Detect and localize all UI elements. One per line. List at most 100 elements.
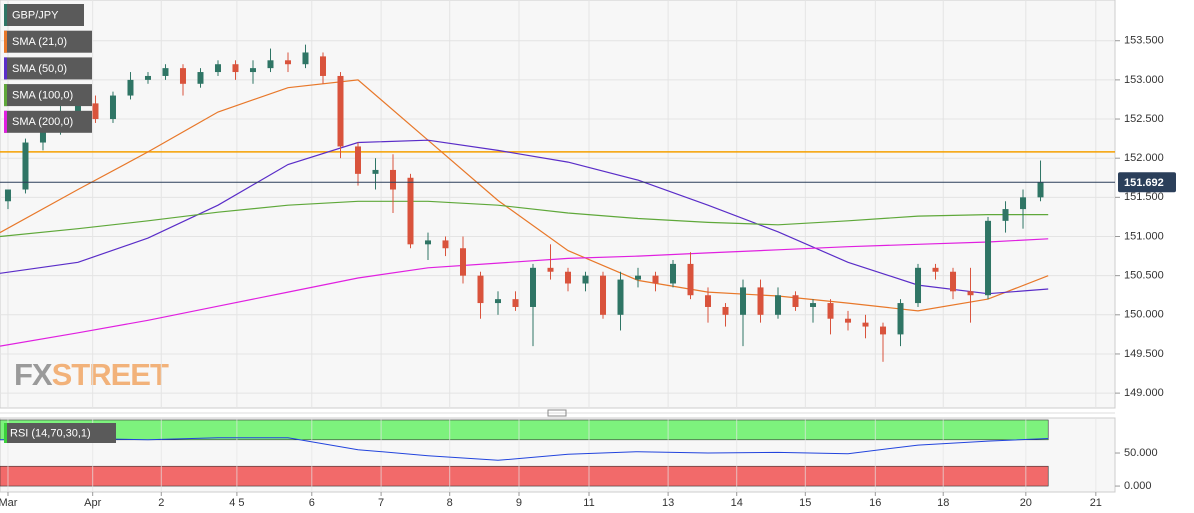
legend-swatch bbox=[4, 57, 7, 80]
x-tick-label: 16 bbox=[869, 497, 881, 509]
candle-body bbox=[144, 75, 151, 80]
candle-body bbox=[197, 72, 204, 84]
candle-body bbox=[267, 60, 274, 69]
candle-body bbox=[459, 248, 466, 276]
last-price-box bbox=[1118, 172, 1176, 193]
candle-body bbox=[845, 318, 852, 323]
legend-box bbox=[4, 84, 92, 107]
x-tick-label: 4 5 bbox=[229, 497, 244, 509]
candle-body bbox=[512, 299, 519, 307]
watermark-fx: FX bbox=[14, 357, 53, 392]
sma-line bbox=[0, 238, 1049, 347]
candle-body bbox=[880, 326, 887, 335]
candle-body bbox=[827, 303, 834, 319]
candle-body bbox=[109, 95, 116, 120]
x-tick-label: 20 bbox=[1020, 497, 1032, 509]
candle-body bbox=[337, 75, 344, 147]
legend-label: SMA (100,0) bbox=[12, 90, 73, 102]
candle-body bbox=[950, 271, 957, 292]
sma-line bbox=[0, 139, 1049, 295]
candle-body bbox=[775, 295, 782, 315]
y-tick-label: 150.500 bbox=[1124, 270, 1164, 282]
candle-body bbox=[442, 240, 449, 249]
legend-swatch bbox=[4, 4, 7, 26]
rsi-swatch bbox=[4, 423, 7, 443]
candle-body bbox=[792, 295, 799, 307]
rsi-line bbox=[0, 437, 1049, 461]
candle-body bbox=[4, 189, 11, 202]
candle-body bbox=[214, 64, 221, 73]
candle-body bbox=[600, 275, 607, 315]
y-tick-label: 153.500 bbox=[1124, 35, 1164, 47]
legend-label: SMA (200,0) bbox=[12, 116, 73, 128]
x-tick-label: 13 bbox=[662, 497, 674, 509]
candle-body bbox=[967, 291, 974, 296]
candle-body bbox=[1002, 209, 1009, 221]
x-tick-label: 14 bbox=[731, 497, 743, 509]
candle-body bbox=[670, 263, 677, 284]
candle-body bbox=[932, 267, 939, 272]
x-tick-label: 8 bbox=[447, 497, 453, 509]
candle-body bbox=[179, 68, 186, 84]
x-tick-label: Mar bbox=[0, 497, 18, 509]
rsi-title: RSI (14,70,30,1) bbox=[10, 427, 91, 439]
y-tick-label: 0.000 bbox=[1124, 480, 1152, 492]
rsi-title-box bbox=[4, 423, 116, 443]
legend-swatch bbox=[4, 84, 7, 107]
candle-body bbox=[494, 299, 501, 304]
candle-body bbox=[319, 56, 326, 76]
x-tick-label: 7 bbox=[378, 497, 384, 509]
x-tick-label: Apr bbox=[84, 497, 101, 509]
candle-body bbox=[232, 64, 239, 73]
candle-body bbox=[635, 275, 642, 280]
candle-body bbox=[705, 295, 712, 307]
candle-body bbox=[915, 267, 922, 304]
candle-body bbox=[407, 177, 414, 245]
x-tick-label: 18 bbox=[937, 497, 949, 509]
candle-body bbox=[757, 287, 764, 315]
last-price-label: 151.692 bbox=[1124, 177, 1164, 189]
x-tick-label: 15 bbox=[799, 497, 811, 509]
rsi-band bbox=[0, 419, 1049, 441]
pane-handle bbox=[547, 409, 567, 417]
candle-body bbox=[617, 279, 624, 315]
candle-body bbox=[162, 68, 169, 76]
candle-body bbox=[1037, 182, 1044, 198]
legend-box bbox=[4, 57, 92, 80]
legend-swatch bbox=[4, 30, 7, 53]
candle-body bbox=[565, 271, 572, 284]
candle-body bbox=[127, 79, 134, 96]
rsi-band bbox=[0, 465, 1049, 487]
candle-body bbox=[22, 142, 29, 190]
candle-body bbox=[547, 267, 554, 272]
candle-body bbox=[74, 103, 81, 112]
candle-body bbox=[284, 60, 291, 65]
legend-swatch bbox=[4, 110, 7, 133]
candle-body bbox=[424, 240, 431, 245]
legend-label: SMA (21,0) bbox=[12, 36, 67, 48]
x-tick-label: 6 bbox=[309, 497, 315, 509]
y-tick-label: 153.000 bbox=[1124, 74, 1164, 86]
x-tick-label: 11 bbox=[583, 497, 594, 509]
y-tick-label: 149.500 bbox=[1124, 348, 1164, 360]
candle-body bbox=[582, 275, 589, 284]
candle-body bbox=[389, 169, 396, 190]
candle-body bbox=[372, 169, 379, 174]
candle-body bbox=[39, 130, 46, 143]
y-tick-label: 151.000 bbox=[1124, 230, 1164, 242]
y-tick-label: 150.000 bbox=[1124, 309, 1164, 321]
watermark: FXSTREET bbox=[14, 357, 169, 392]
y-tick-label: 50.000 bbox=[1124, 447, 1158, 459]
candle-body bbox=[810, 303, 817, 307]
candle-body bbox=[722, 306, 729, 315]
sma-line bbox=[0, 200, 1049, 238]
x-tick-label: 21 bbox=[1090, 497, 1102, 509]
legend-label: SMA (50,0) bbox=[12, 63, 67, 75]
y-tick-label: 149.000 bbox=[1124, 387, 1164, 399]
candle-body bbox=[740, 287, 747, 315]
y-tick-label: 151.500 bbox=[1124, 191, 1164, 203]
x-tick-label: 9 bbox=[516, 497, 522, 509]
candle-body bbox=[862, 322, 869, 327]
candle-body bbox=[249, 68, 256, 73]
candle-body bbox=[529, 267, 536, 307]
